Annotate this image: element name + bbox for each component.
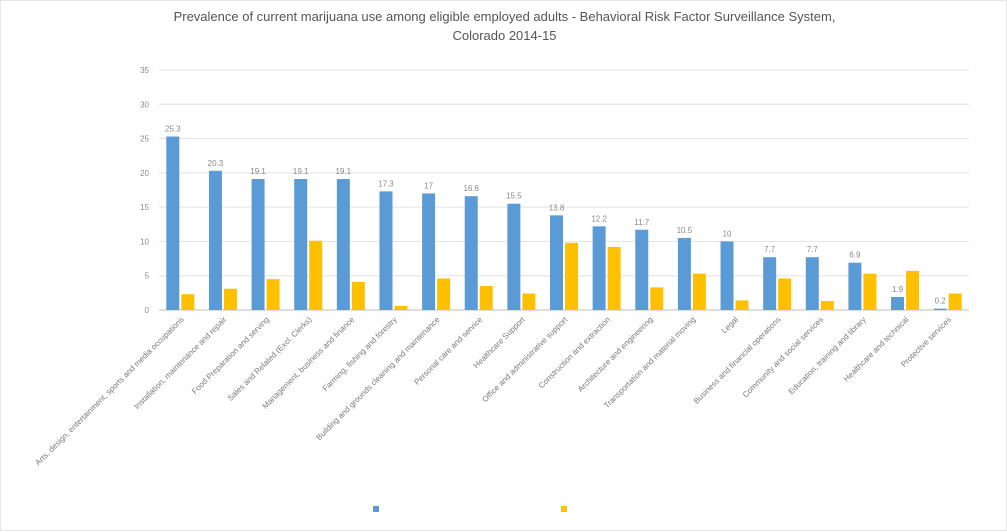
legend-swatch-series-2 bbox=[561, 506, 567, 512]
x-category-label: Legal bbox=[720, 315, 740, 335]
x-category-label: Transportation and material moving bbox=[602, 315, 697, 410]
bar-series-2 bbox=[906, 270, 920, 310]
x-category-label: Community and social services bbox=[741, 315, 825, 399]
bar-series-1 bbox=[251, 179, 265, 310]
bar-series-1 bbox=[891, 296, 905, 310]
bar-series-1 bbox=[294, 179, 308, 310]
bar-series-1 bbox=[464, 196, 478, 310]
data-label: 0.2 bbox=[935, 297, 947, 306]
y-tick-label: 0 bbox=[145, 306, 150, 315]
bar-series-2 bbox=[522, 293, 536, 310]
chart-title-line-2: Colorado 2014-15 bbox=[452, 28, 557, 43]
bar-series-2 bbox=[351, 281, 365, 310]
bar-series-1 bbox=[592, 226, 606, 310]
bar-series-1 bbox=[763, 257, 777, 310]
bar-series-1 bbox=[677, 238, 691, 310]
data-label: 19.1 bbox=[250, 167, 266, 176]
bar-series-1 bbox=[507, 203, 521, 310]
data-label: 7.7 bbox=[764, 245, 776, 254]
bar-series-2 bbox=[394, 305, 408, 310]
bar-series-2 bbox=[735, 300, 749, 310]
bar-series-1 bbox=[933, 308, 947, 310]
bar-series-2 bbox=[565, 242, 578, 310]
bar-series-2 bbox=[223, 288, 237, 310]
data-label: 1.9 bbox=[892, 285, 904, 294]
bar-series-2 bbox=[863, 273, 877, 310]
data-label: 16.6 bbox=[463, 184, 479, 193]
x-category-label: Installation, maintenance and repair bbox=[132, 315, 228, 411]
data-label: 6.9 bbox=[849, 251, 861, 260]
bar-series-2 bbox=[181, 294, 195, 310]
bar-series-2 bbox=[692, 273, 706, 310]
x-category-label: Construction and extraction bbox=[537, 315, 612, 390]
data-label: 17 bbox=[424, 181, 433, 190]
bar-series-1 bbox=[720, 241, 734, 310]
x-category-label: Food Preparation and serving bbox=[190, 315, 271, 396]
bar-series-1 bbox=[422, 193, 436, 310]
data-label: 12.2 bbox=[591, 214, 607, 223]
y-tick-label: 20 bbox=[140, 169, 149, 178]
x-category-label: Education, training and library bbox=[787, 315, 868, 396]
chart-title-line-1: Prevalence of current marijuana use amon… bbox=[173, 9, 836, 24]
x-category-label: Management, business and finance bbox=[261, 315, 357, 411]
data-label: 13.8 bbox=[549, 203, 565, 212]
data-label: 7.7 bbox=[807, 245, 819, 254]
bar-series-1 bbox=[848, 262, 862, 310]
bar-series-2 bbox=[948, 293, 962, 310]
bar-series-1 bbox=[379, 191, 393, 310]
bar-series-2 bbox=[266, 279, 280, 310]
bar-series-2 bbox=[820, 301, 834, 310]
legend-swatch-series-1 bbox=[373, 506, 379, 512]
y-tick-label: 10 bbox=[140, 237, 149, 246]
bar-series-2 bbox=[309, 240, 323, 310]
x-category-label: Farming, fishing and forestry bbox=[321, 315, 399, 393]
data-label: 11.7 bbox=[634, 218, 650, 227]
y-tick-label: 15 bbox=[140, 203, 149, 212]
x-category-label: Arts, design, entertainment, sports and … bbox=[33, 315, 185, 467]
data-label: 10 bbox=[723, 229, 732, 238]
data-label: 25.3 bbox=[165, 125, 181, 134]
data-label: 19.1 bbox=[336, 167, 352, 176]
bar-series-1 bbox=[208, 170, 222, 310]
bar-series-1 bbox=[166, 136, 180, 310]
y-tick-label: 25 bbox=[140, 135, 149, 144]
bar-series-1 bbox=[635, 229, 649, 310]
y-tick-label: 30 bbox=[140, 100, 149, 109]
bar-series-1 bbox=[550, 215, 563, 310]
bar-series-2 bbox=[607, 246, 621, 310]
x-category-label: Business and financial operations bbox=[692, 315, 783, 406]
bar-series-2 bbox=[437, 278, 451, 310]
x-category-label: Sales and Related (Excl. Clerks) bbox=[226, 315, 314, 403]
bar-series-1 bbox=[336, 179, 350, 310]
bar-series-2 bbox=[778, 278, 792, 310]
data-label: 17.3 bbox=[378, 179, 394, 188]
y-tick-label: 35 bbox=[140, 66, 149, 75]
bar-series-2 bbox=[650, 287, 664, 310]
x-category-label: Architecture and engineering bbox=[576, 315, 655, 394]
x-category-label: Personal care and service bbox=[412, 315, 484, 387]
data-label: 10.5 bbox=[677, 226, 693, 235]
data-label: 20.3 bbox=[208, 159, 224, 168]
y-tick-label: 5 bbox=[145, 272, 150, 281]
data-label: 19.1 bbox=[293, 167, 309, 176]
bar-series-2 bbox=[479, 286, 493, 310]
bar-series-1 bbox=[805, 257, 819, 310]
data-label: 15.5 bbox=[506, 192, 522, 201]
x-category-label: Office and administrative support bbox=[480, 315, 570, 405]
